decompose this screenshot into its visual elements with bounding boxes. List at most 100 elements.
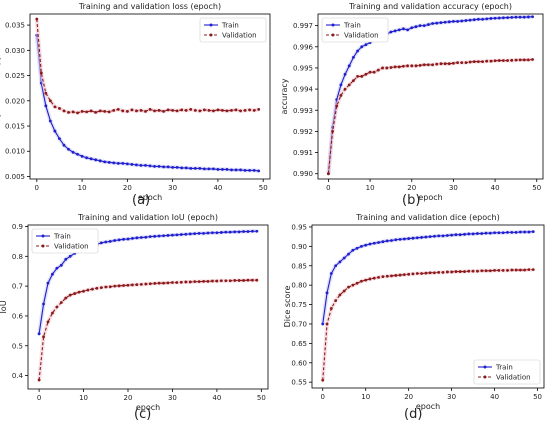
data-point [85,110,89,114]
data-point [402,64,405,68]
data-point [372,276,376,280]
data-point [230,168,233,172]
y-tick-label: 0.85 [291,262,307,270]
data-point [431,63,434,67]
data-point [135,109,138,113]
data-point [126,283,130,287]
data-point [450,270,454,274]
data-point [338,260,342,264]
data-point [435,21,439,25]
data-point [493,231,496,235]
data-point [368,277,372,281]
chart-title: Training and validation dice (epoch) [355,213,499,222]
y-tick-label: 0.010 [5,148,25,156]
data-point [206,279,210,283]
y-tick-label: 0.65 [291,340,307,348]
data-point [518,58,522,62]
x-tick-label: 30 [168,184,177,192]
data-point [418,64,422,67]
data-point [411,272,415,276]
data-point [175,233,179,237]
data-point [242,279,245,282]
data-point [117,284,121,288]
data-point [219,231,223,234]
data-point [175,165,179,169]
series-line [327,58,533,174]
y-tick-label: 0.025 [5,72,25,80]
data-point [59,301,63,304]
data-point [144,109,147,113]
data-point [135,283,139,287]
data-point [510,230,514,234]
data-point [189,167,193,170]
data-point [368,70,372,74]
data-point [148,282,152,286]
data-point [364,43,368,47]
data-point [153,234,157,238]
data-point [180,166,184,170]
data-point [415,236,419,240]
data-point [338,293,342,297]
legend-box [199,17,267,43]
data-point [502,16,505,20]
data-point [121,161,125,165]
chart-a: 0 10 20 30 40 50 0.005 0.010 0.015 0.020 0.025 0.03… [0,2,271,202]
data-point [202,167,206,171]
legend-marker [209,23,213,27]
data-point [85,156,89,160]
legend-marker [483,375,487,379]
data-point [418,24,422,28]
data-point [422,63,426,67]
data-point [398,237,402,241]
y-tick-label: 0.8 [12,253,23,261]
legend-entry: Validation [496,374,531,382]
data-point [211,109,215,113]
y-tick-label: 0.996 [293,43,314,51]
data-point [113,284,117,288]
y-tick-label: 0.991 [293,149,313,157]
data-point [334,299,338,303]
data-point [364,278,368,282]
data-point [428,271,432,275]
data-point [447,62,451,66]
chart-title: Training and validation accuracy (epoch) [348,2,512,11]
data-point [406,28,409,32]
data-point [510,268,514,272]
data-point [148,235,152,239]
data-point [248,169,252,172]
data-point [135,236,139,240]
data-point [364,72,368,76]
data-point [166,165,170,169]
data-point [71,110,75,114]
data-point [407,237,411,240]
legend-entry: Validation [344,32,379,40]
data-point [122,284,125,287]
data-point [243,169,247,172]
panel-label-a: (a) [132,193,151,208]
data-point [460,19,464,23]
series-train [326,14,534,176]
data-point [431,22,434,25]
data-point [422,24,426,28]
data-point [497,59,501,62]
data-point [471,269,475,273]
data-point [489,59,493,63]
data-point [89,157,93,161]
data-point [497,16,501,20]
data-point [339,94,343,97]
data-point [80,154,84,158]
data-point [458,233,462,237]
data-point [360,244,363,248]
y-tick-label: 0.030 [5,47,25,55]
data-point [162,165,165,169]
data-point [527,58,530,62]
x-tick-label: 10 [361,393,370,401]
data-point [211,167,215,171]
data-point [437,270,441,274]
y-tick-label: 0.90 [291,243,307,251]
data-point [64,296,68,300]
data-point [121,109,125,113]
data-point [334,264,338,268]
data-point [480,269,484,273]
data-point [234,168,238,172]
